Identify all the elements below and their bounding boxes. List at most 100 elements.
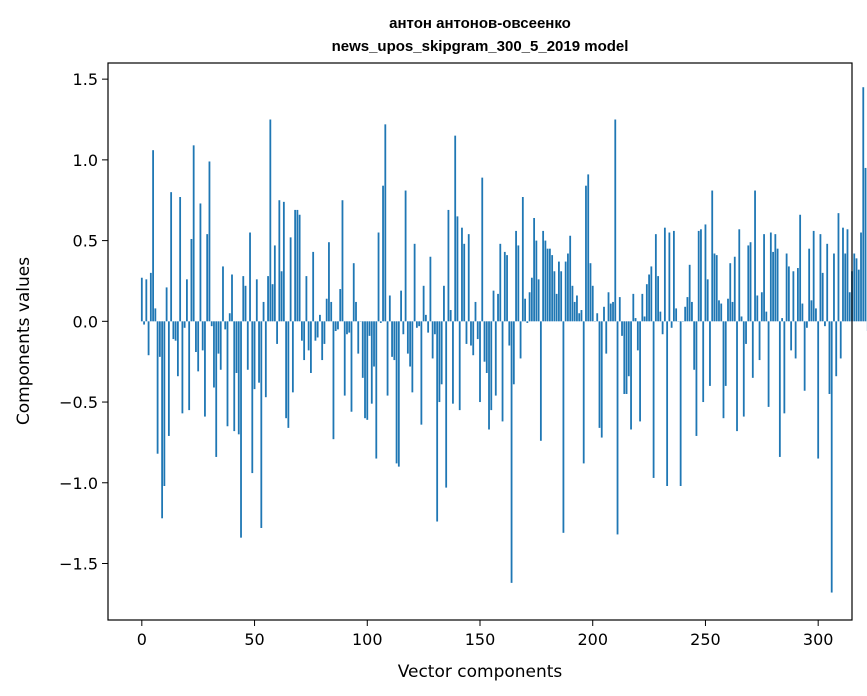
bar-component-196 [582, 321, 585, 464]
bar-component-125 [422, 285, 425, 322]
bar-component-178 [542, 230, 545, 322]
bar-component-157 [494, 321, 497, 396]
bar-component-117 [404, 190, 407, 322]
plot-frame [107, 62, 853, 621]
bar-component-26 [199, 203, 202, 322]
bar-component-276 [763, 234, 765, 322]
x-tick-label: 0 [137, 630, 147, 649]
bar-component-177 [539, 321, 542, 441]
bar-component-39 [228, 313, 231, 322]
bar-component-297 [810, 300, 813, 322]
x-tick-label: 50 [244, 630, 264, 649]
bar-component-195 [580, 310, 583, 322]
bar-component-98 [361, 321, 364, 378]
bar-component-140 [456, 216, 459, 322]
bar-component-179 [544, 240, 547, 322]
bar-component-137 [449, 310, 452, 322]
bar-component-56 [267, 276, 269, 322]
bar-component-269 [747, 245, 750, 322]
bar-component-298 [812, 230, 815, 322]
y-axis-ticks: −1.5 −1.0 −0.5 0.0 0.5 1.0 1.5 [59, 70, 108, 573]
bar-component-138 [452, 321, 454, 404]
bar-component-300 [817, 321, 820, 459]
bar-component-49 [251, 321, 254, 474]
bar-component-69 [296, 209, 299, 322]
bar-component-292 [799, 214, 802, 322]
bar-component-191 [571, 285, 574, 322]
bar-component-172 [528, 292, 531, 322]
bar-component-22 [190, 238, 193, 322]
bar-component-78 [316, 321, 319, 338]
bar-component-14 [172, 321, 175, 340]
bar-component-37 [224, 321, 227, 330]
bar-component-319 [860, 232, 862, 322]
bar-component-303 [824, 321, 826, 327]
bar-component-81 [323, 321, 326, 344]
bar-component-267 [742, 321, 745, 417]
bar-component-229 [657, 276, 660, 322]
bar-component-294 [803, 321, 806, 391]
bar-component-265 [738, 229, 741, 322]
bar-component-280 [772, 251, 774, 322]
bar-component-146 [470, 321, 472, 346]
bar-component-313 [846, 229, 849, 322]
bar-component-290 [794, 321, 797, 359]
bar-component-306 [830, 321, 833, 593]
bar-component-143 [463, 243, 466, 322]
x-tick-label: 200 [577, 630, 608, 649]
bar-component-248 [700, 229, 702, 322]
bar-component-170 [524, 298, 526, 322]
bar-component-242 [686, 297, 689, 322]
bar-component-21 [188, 321, 191, 411]
bar-component-289 [792, 271, 795, 322]
bar-component-85 [332, 321, 335, 440]
bar-component-121 [413, 243, 416, 322]
bar-component-207 [607, 292, 610, 322]
bar-component-86 [334, 321, 337, 332]
y-tick-label: 0.5 [73, 232, 98, 251]
bar-component-278 [767, 321, 770, 407]
bar-component-136 [447, 209, 450, 322]
bar-component-4 [149, 272, 152, 322]
bar-component-309 [837, 213, 840, 322]
bar-component-220 [636, 321, 639, 351]
bar-component-68 [294, 209, 297, 322]
bar-component-192 [573, 301, 576, 322]
bar-component-310 [839, 321, 842, 359]
bar-component-59 [273, 245, 276, 322]
bar-component-74 [307, 321, 310, 351]
bar-component-272 [754, 190, 756, 322]
bar-component-211 [616, 321, 619, 535]
bar-component-47 [246, 321, 249, 370]
bar-component-33 [215, 321, 218, 457]
bar-component-160 [501, 321, 504, 422]
bar-component-148 [474, 301, 477, 322]
bar-component-102 [370, 321, 373, 404]
bar-component-0 [140, 277, 143, 322]
bar-component-87 [337, 321, 339, 330]
bar-component-321 [864, 167, 867, 322]
bar-component-53 [260, 321, 263, 528]
bar-component-258 [722, 321, 725, 419]
bar-component-250 [704, 224, 707, 322]
bar-component-7 [156, 321, 159, 454]
bar-component-107 [382, 185, 384, 322]
bar-component-91 [346, 321, 348, 335]
bar-component-219 [634, 318, 637, 322]
bar-component-70 [298, 214, 301, 322]
bar-component-24 [195, 321, 197, 352]
bar-component-51 [255, 279, 258, 322]
bar-component-43 [237, 321, 240, 435]
bar-component-164 [510, 321, 513, 583]
bar-component-203 [598, 321, 601, 428]
bar-component-168 [519, 321, 522, 359]
bar-component-253 [711, 190, 714, 322]
bar-component-18 [181, 321, 184, 414]
bar-component-264 [736, 321, 738, 432]
bar-component-101 [368, 321, 371, 336]
bar-component-232 [663, 227, 666, 322]
bar-component-11 [165, 287, 168, 322]
bar-component-243 [688, 264, 691, 322]
bar-component-295 [806, 321, 808, 328]
bar-component-318 [857, 269, 860, 322]
